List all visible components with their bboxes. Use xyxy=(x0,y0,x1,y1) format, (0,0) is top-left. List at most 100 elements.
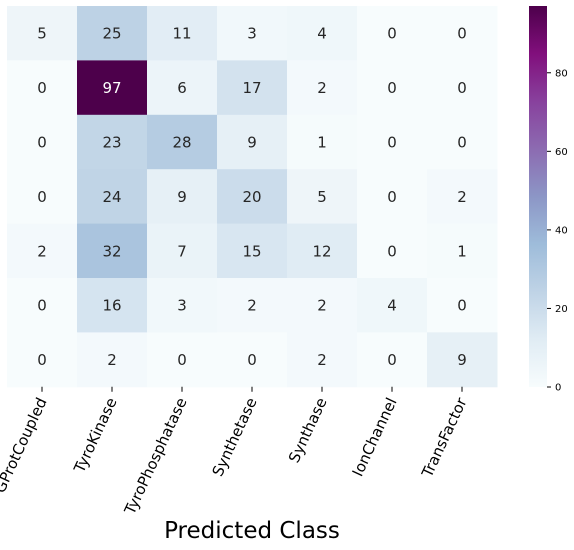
cell-value-label: 32 xyxy=(102,242,121,260)
heatmap-cell xyxy=(357,332,428,388)
heatmap-cell xyxy=(7,169,78,225)
heatmap-cell xyxy=(217,223,288,279)
cell-value-label: 15 xyxy=(242,242,261,260)
heatmap-cell xyxy=(287,6,358,61)
colorbar-tick-label: 20 xyxy=(555,304,568,315)
cell-value-label: 9 xyxy=(247,134,257,152)
x-tick-label: Synthetase xyxy=(209,395,261,479)
heatmap-cell xyxy=(7,114,78,170)
heatmap-cell xyxy=(287,332,358,388)
heatmap-cell xyxy=(147,169,218,225)
cell-value-label: 0 xyxy=(457,134,467,152)
heatmap-cell xyxy=(357,6,428,61)
heatmap-cell xyxy=(217,169,288,225)
cell-value-label: 2 xyxy=(317,79,327,97)
cell-value-label: 3 xyxy=(177,297,187,315)
heatmap-cell xyxy=(7,6,78,61)
heatmap-cell xyxy=(287,114,358,170)
cell-value-label: 2 xyxy=(457,188,467,206)
cell-value-label: 2 xyxy=(317,351,327,369)
cell-value-label: 1 xyxy=(317,134,327,152)
cell-value-label: 20 xyxy=(242,188,261,206)
x-tick-label: IonChannel xyxy=(349,395,401,479)
heatmap-cell xyxy=(217,332,288,388)
cell-value-label: 0 xyxy=(387,79,397,97)
heatmap-cell xyxy=(7,332,78,388)
heatmap-cell xyxy=(427,332,498,388)
heatmap-cell xyxy=(357,169,428,225)
cell-value-label: 0 xyxy=(387,25,397,43)
heatmap-cell xyxy=(217,114,288,170)
heatmap-cell xyxy=(427,169,498,225)
heatmap-cell xyxy=(287,223,358,279)
cell-value-label: 5 xyxy=(317,188,327,206)
cell-value-label: 24 xyxy=(102,188,121,206)
colorbar-tick-label: 80 xyxy=(555,68,568,79)
cell-value-label: 2 xyxy=(107,351,117,369)
cell-value-label: 0 xyxy=(177,351,187,369)
colorbar-gradient xyxy=(529,6,547,387)
x-tick-label: TyroPhosphatase xyxy=(120,395,190,518)
colorbar-tick-label: 60 xyxy=(555,147,568,158)
cell-value-label: 0 xyxy=(457,79,467,97)
heatmap-cell xyxy=(7,60,78,116)
heatmap-cell xyxy=(427,60,498,116)
cell-value-label: 0 xyxy=(387,188,397,206)
heatmap-cell xyxy=(77,6,148,61)
cell-value-label: 11 xyxy=(172,25,191,43)
cell-value-label: 97 xyxy=(102,79,121,97)
heatmap-cell xyxy=(357,60,428,116)
cell-value-label: 0 xyxy=(37,297,47,315)
heatmap-cell xyxy=(217,278,288,333)
cell-value-label: 5 xyxy=(37,25,47,43)
heatmap-cell xyxy=(287,169,358,225)
cell-value-label: 4 xyxy=(317,25,327,43)
x-axis-label: Predicted Class xyxy=(164,518,340,544)
heatmap-cell xyxy=(147,278,218,333)
heatmap-cell xyxy=(147,6,218,61)
cell-value-label: 0 xyxy=(457,25,467,43)
cell-value-label: 9 xyxy=(177,188,187,206)
cell-value-label: 28 xyxy=(172,134,191,152)
cell-value-label: 2 xyxy=(247,297,257,315)
cell-value-label: 0 xyxy=(387,351,397,369)
cell-value-label: 6 xyxy=(177,79,187,97)
cell-value-label: 25 xyxy=(102,25,121,43)
cell-value-label: 4 xyxy=(387,297,397,315)
cell-value-label: 9 xyxy=(457,351,467,369)
cell-value-label: 0 xyxy=(37,79,47,97)
heatmap-cell xyxy=(7,278,78,333)
x-tick-label: TransFactor xyxy=(418,394,471,481)
heatmap-cell xyxy=(427,6,498,61)
cell-value-label: 0 xyxy=(457,297,467,315)
heatmap-cell xyxy=(147,114,218,170)
heatmap-cell xyxy=(7,223,78,279)
cell-value-label: 0 xyxy=(387,134,397,152)
x-axis-ticks: GProtCoupled TyroKinase TyroPhosphatase Syn… xyxy=(0,386,471,518)
heatmap-cell xyxy=(357,278,428,333)
heatmap-cell xyxy=(77,278,148,333)
cell-value-label: 0 xyxy=(37,134,47,152)
cell-value-label: 0 xyxy=(247,351,257,369)
heatmap-cell xyxy=(147,223,218,279)
heatmap-cell xyxy=(287,60,358,116)
heatmap-cells: 5 25 11 3 4 0 00 97 6 17 2 0 00 23 28 9 1 0 00 24 9 20 5 0 22 32 7… xyxy=(7,6,498,388)
heatmap-cell xyxy=(217,6,288,61)
colorbar-tick-label: 40 xyxy=(555,225,568,236)
heatmap-cell xyxy=(77,114,148,170)
heatmap-cell xyxy=(427,223,498,279)
cell-value-label: 7 xyxy=(177,242,187,260)
x-tick-label: TyroKinase xyxy=(70,395,121,476)
heatmap-cell xyxy=(287,278,358,333)
cell-value-label: 16 xyxy=(102,297,121,315)
cell-value-label: 2 xyxy=(317,297,327,315)
cell-value-label: 1 xyxy=(457,242,467,260)
cell-value-label: 0 xyxy=(387,242,397,260)
cell-value-label: 0 xyxy=(37,351,47,369)
heatmap-cell xyxy=(427,278,498,333)
heatmap-cell xyxy=(427,114,498,170)
heatmap-cell xyxy=(147,332,218,388)
heatmap-cell xyxy=(357,114,428,170)
cell-value-label: 0 xyxy=(37,188,47,206)
